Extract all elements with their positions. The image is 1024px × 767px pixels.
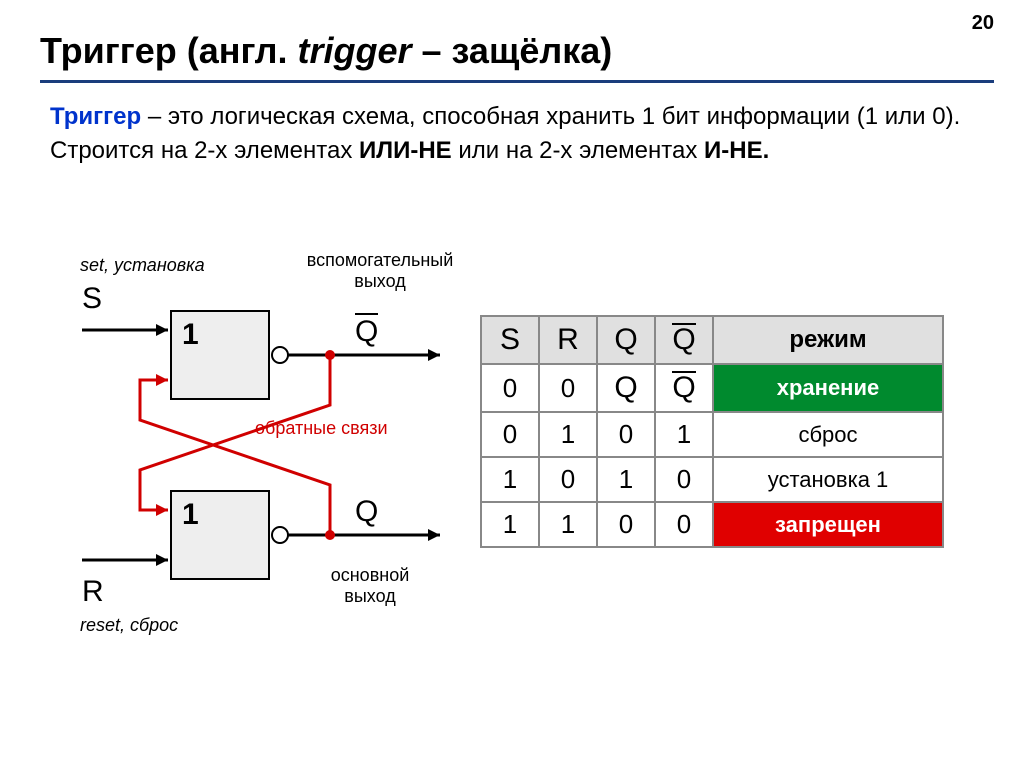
table-row: 0 0 Q Q хранение bbox=[481, 364, 943, 412]
th-mode: режим bbox=[713, 316, 943, 364]
title-text-2: – защёлка) bbox=[411, 30, 612, 71]
cell-s: 0 bbox=[481, 364, 539, 412]
cell-r: 1 bbox=[539, 502, 597, 547]
cell-qbar: 0 bbox=[655, 502, 713, 547]
definition-term: Триггер bbox=[50, 103, 141, 130]
th-qbar: Q bbox=[655, 316, 713, 364]
definition-bold-1: ИЛИ-НЕ bbox=[359, 137, 452, 164]
page-title: Триггер (англ. trigger – защёлка) bbox=[40, 30, 612, 72]
definition-text-2: или на 2-х элементах bbox=[452, 137, 704, 164]
title-italic: trigger bbox=[297, 30, 411, 71]
cell-qbar: Q bbox=[655, 364, 713, 412]
circuit-diagram: set, установка вспомогательный выход обр… bbox=[40, 250, 460, 670]
table-row: 1 0 1 0 установка 1 bbox=[481, 457, 943, 502]
table-row: 0 1 0 1 сброс bbox=[481, 412, 943, 457]
title-underline bbox=[40, 80, 994, 83]
definition-paragraph: Триггер – это логическая схема, способна… bbox=[50, 100, 974, 167]
table-row: 1 1 0 0 запрещен bbox=[481, 502, 943, 547]
th-q: Q bbox=[597, 316, 655, 364]
cell-mode: запрещен bbox=[713, 502, 943, 547]
cell-s: 0 bbox=[481, 412, 539, 457]
cell-r: 1 bbox=[539, 412, 597, 457]
cell-qbar: 1 bbox=[655, 412, 713, 457]
table-header-row: S R Q Q режим bbox=[481, 316, 943, 364]
cell-mode: сброс bbox=[713, 412, 943, 457]
cell-mode: хранение bbox=[713, 364, 943, 412]
cell-qbar: 0 bbox=[655, 457, 713, 502]
title-text-1: Триггер (англ. bbox=[40, 30, 297, 71]
cell-q: 0 bbox=[597, 502, 655, 547]
cell-s: 1 bbox=[481, 502, 539, 547]
cell-r: 0 bbox=[539, 457, 597, 502]
cell-r: 0 bbox=[539, 364, 597, 412]
cell-q: Q bbox=[597, 364, 655, 412]
page-number: 20 bbox=[972, 12, 994, 35]
cell-q: 0 bbox=[597, 412, 655, 457]
cell-q: 1 bbox=[597, 457, 655, 502]
circuit-svg bbox=[40, 250, 460, 670]
th-s: S bbox=[481, 316, 539, 364]
cell-s: 1 bbox=[481, 457, 539, 502]
definition-bold-2: И-НЕ. bbox=[704, 137, 769, 164]
th-r: R bbox=[539, 316, 597, 364]
truth-table: S R Q Q режим 0 0 Q Q хранение 0 1 0 1 с… bbox=[480, 315, 944, 548]
cell-mode: установка 1 bbox=[713, 457, 943, 502]
